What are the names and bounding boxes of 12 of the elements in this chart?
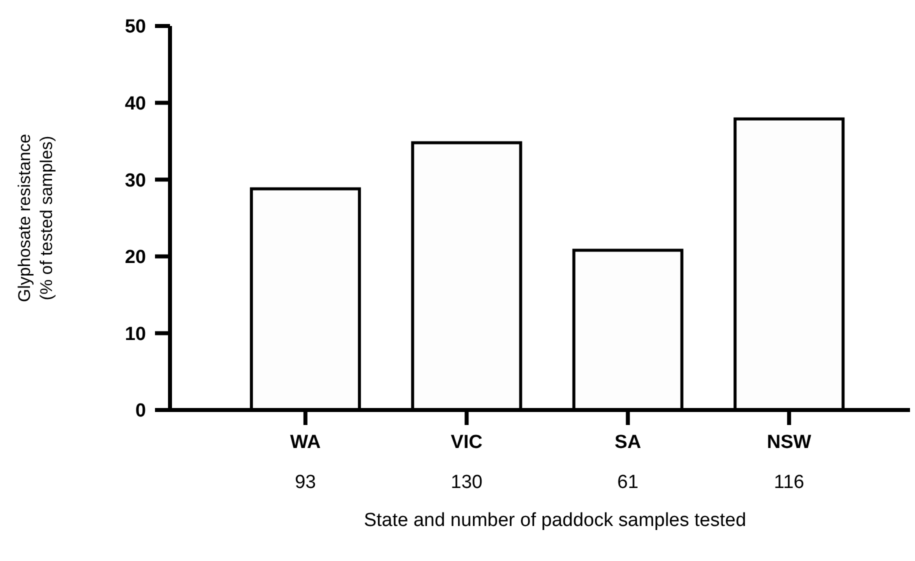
y-tick-label: 40 — [124, 93, 146, 114]
y-tick-label: 50 — [124, 16, 146, 38]
y-axis-title: Glyphosate resistance (% of tested samples) — [15, 134, 56, 302]
x-tick-label: VIC 130 — [450, 432, 483, 493]
x-tick-label: WA 93 — [290, 432, 322, 493]
y-tick-label: 20 — [124, 247, 146, 268]
x-tick-label: SA 61 — [614, 432, 642, 493]
x-tick-label: NSW 116 — [766, 432, 812, 493]
y-tick-label: 0 — [135, 400, 146, 422]
y-tick-label: 30 — [124, 170, 146, 192]
y-tick-label: 10 — [124, 324, 146, 345]
x-axis-title: State and number of paddock samples tested — [364, 510, 746, 531]
